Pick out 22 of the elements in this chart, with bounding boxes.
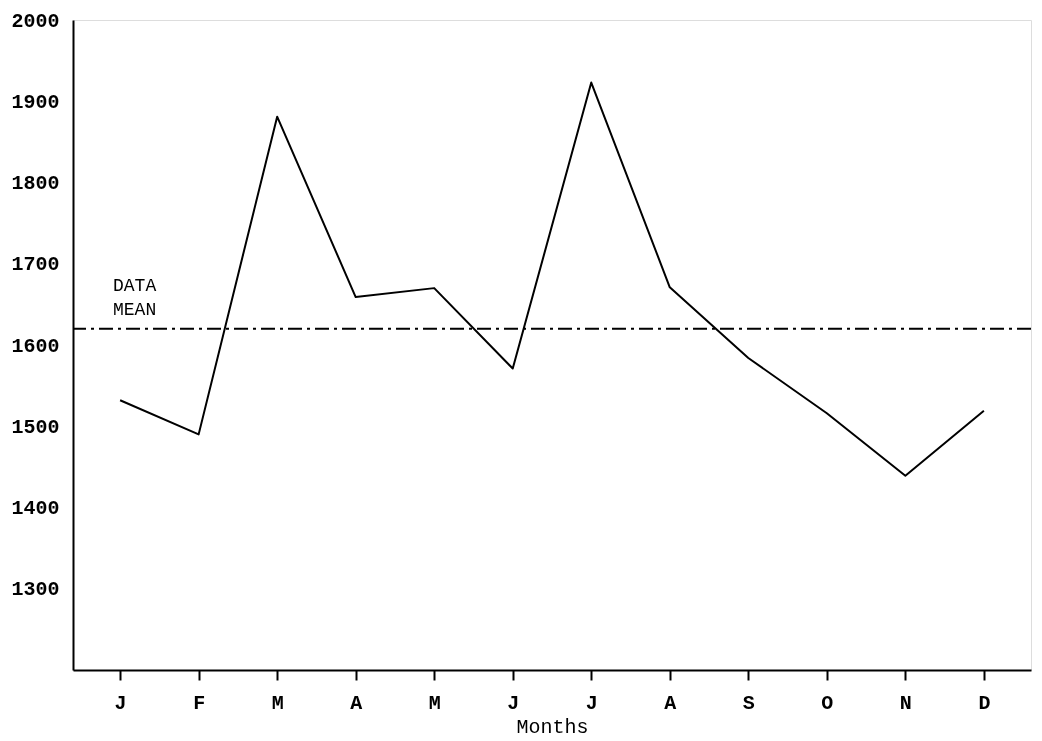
x-tick-label: J — [114, 691, 127, 715]
x-tick-label: A — [350, 691, 363, 715]
x-tick-label: N — [899, 691, 912, 715]
x-axis-title: Months — [516, 715, 589, 739]
y-tick-label: 1900 — [11, 90, 60, 114]
x-tick-label: M — [428, 691, 441, 715]
y-tick-label: 1400 — [11, 497, 60, 520]
x-tick-label: J — [585, 691, 598, 715]
x-tick-label: M — [271, 691, 284, 715]
x-tick-label: A — [664, 691, 677, 715]
ref-line-label: DATA MEAN — [113, 275, 157, 320]
y-tick-label: 1600 — [11, 334, 60, 358]
x-tick-label: S — [742, 691, 755, 715]
x-tick-label: J — [507, 691, 520, 715]
y-tick-label: 1300 — [11, 578, 60, 602]
y-tick-label: 1700 — [11, 253, 60, 277]
x-tick-label: D — [978, 691, 991, 715]
y-tick-label: 2000 — [11, 9, 60, 33]
y-tick-label: 1800 — [11, 172, 60, 195]
x-tick-label: F — [193, 691, 206, 715]
y-tick-label: 1500 — [11, 415, 60, 439]
x-tick-label: O — [821, 691, 834, 715]
